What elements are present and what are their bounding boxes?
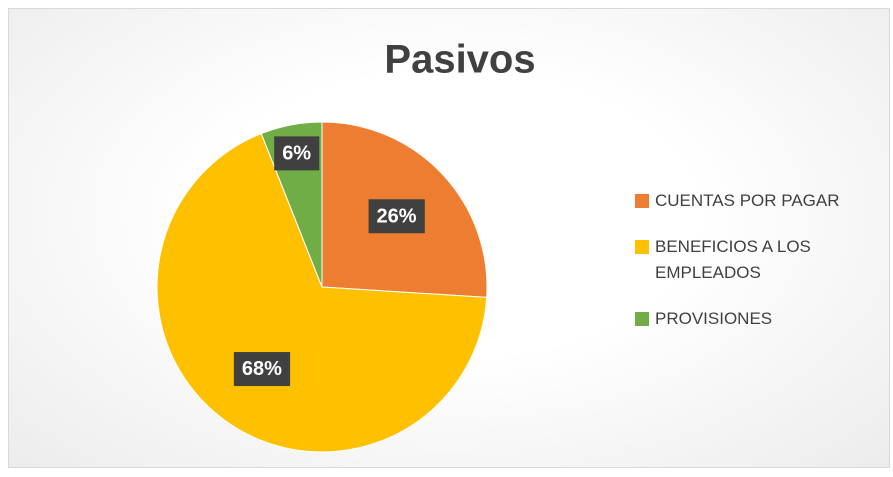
legend-swatch: [635, 240, 649, 254]
data-label: 6%: [274, 136, 320, 171]
data-label-box: [233, 352, 291, 387]
data-label-box: [368, 199, 425, 234]
data-label: 68%: [233, 352, 291, 387]
data-label-text: 68%: [242, 358, 282, 380]
legend: CUENTAS POR PAGAR BENEFICIOS A LOS EMPLEA…: [635, 188, 887, 352]
legend-item: PROVISIONES: [635, 306, 887, 332]
data-label-box: [274, 136, 320, 171]
legend-item: CUENTAS POR PAGAR: [635, 188, 887, 214]
legend-swatch: [635, 194, 649, 208]
legend-label: CUENTAS POR PAGAR: [655, 191, 840, 210]
data-label-text: 26%: [377, 205, 417, 227]
data-label-text: 6%: [282, 142, 311, 164]
chart-title: Pasivos: [384, 38, 535, 82]
legend-label: BENEFICIOS A LOS EMPLEADOS: [655, 237, 811, 282]
legend-label: PROVISIONES: [655, 309, 773, 328]
legend-swatch: [635, 312, 649, 326]
legend-item: BENEFICIOS A LOS EMPLEADOS: [635, 234, 887, 286]
data-label: 26%: [368, 199, 425, 234]
